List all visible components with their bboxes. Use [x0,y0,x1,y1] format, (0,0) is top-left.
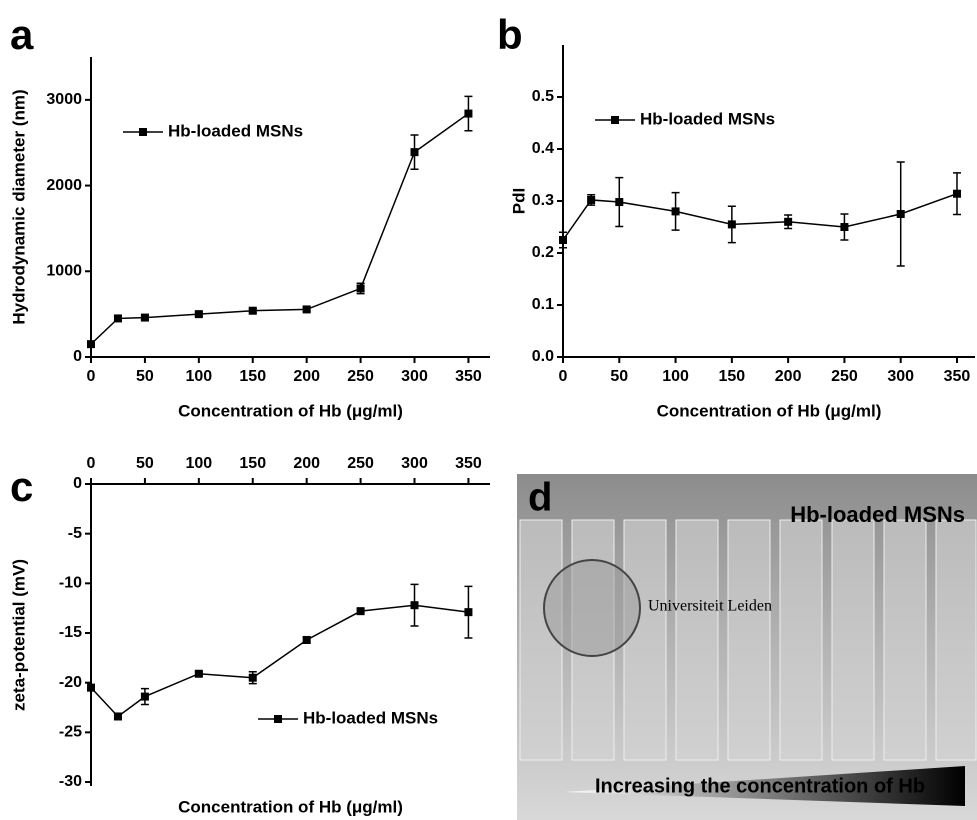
x-tick-label: 0 [87,455,96,472]
y-tick-label: -20 [59,674,82,691]
university-seal [543,559,641,657]
panel-label: a [10,11,34,58]
data-point [587,195,596,204]
x-tick-label: 100 [185,368,212,385]
cuvettes [519,519,977,761]
x-tick-label: 150 [239,455,266,472]
x-tick-label: 250 [347,368,374,385]
data-point [302,305,311,314]
data-point [559,236,567,244]
y-tick-label: 3000 [46,91,82,108]
y-tick-label: -30 [59,773,82,790]
y-tick-label: 2000 [46,177,82,194]
x-tick-label: 50 [136,455,154,472]
x-tick-label: 100 [185,455,212,472]
y-tick-label: 0 [73,475,82,492]
x-tick-label: 150 [239,368,266,385]
gradient-wedge [565,766,965,806]
data-point [410,601,419,610]
legend-marker [274,715,282,723]
data-point [784,217,793,226]
data-point [952,189,961,198]
y-tick-label: -5 [68,525,82,542]
x-tick-label: 350 [944,368,971,385]
x-tick-label: 300 [887,368,914,385]
panel-label: b [497,11,523,58]
y-tick-label: 0.5 [532,88,554,105]
x-tick-label: 300 [401,368,428,385]
data-point [113,712,122,721]
photo-title: Hb-loaded MSNs [790,502,965,527]
x-tick-label: 200 [293,368,320,385]
data-point [356,607,365,616]
y-tick-label: 0.3 [532,192,554,209]
data-point [87,683,95,692]
legend-label: Hb-loaded MSNs [303,708,438,727]
data-point [356,284,365,293]
x-axis-label: Concentration of Hb (μg/ml) [657,401,882,420]
data-point [194,310,203,319]
y-axis-label: zeta-potential (mV) [9,559,28,711]
y-axis-label: PdI [509,188,528,214]
data-point [248,673,257,682]
x-tick-label: 50 [610,368,628,385]
data-point [302,635,311,644]
legend-marker [139,128,147,136]
y-tick-label: 0.1 [532,296,554,313]
x-tick-label: 350 [455,368,482,385]
y-tick-label: 0.4 [532,140,554,157]
data-point [464,109,473,118]
data-point [896,210,905,218]
x-tick-label: 150 [719,368,746,385]
data-point [464,608,473,617]
x-tick-label: 50 [136,368,154,385]
x-tick-label: 350 [455,455,482,472]
data-point [727,220,736,229]
data-point [113,314,122,323]
x-tick-label: 200 [775,368,802,385]
x-tick-label: 200 [293,455,320,472]
data-point [248,306,257,315]
legend-label: Hb-loaded MSNs [168,121,303,140]
data-point [671,207,680,216]
y-tick-label: -10 [59,575,82,592]
data-point [615,198,624,207]
photo-caption: Increasing the concentration of Hb [595,775,925,797]
data-point [194,669,203,678]
logo-text: Universiteit Leiden [648,598,772,615]
x-tick-label: 0 [559,368,568,385]
y-tick-label: -25 [59,724,82,741]
x-tick-label: 300 [401,455,428,472]
x-tick-label: 100 [662,368,689,385]
data-point [410,148,419,157]
y-tick-label: 0 [73,348,82,365]
y-tick-label: 0.0 [532,348,554,365]
x-tick-label: 0 [87,368,96,385]
data-point [140,313,149,322]
photo-panel: d Hb-loaded MSNs Universiteit Leiden Inc… [517,474,977,820]
panel-label: d [528,476,552,520]
panel-label: c [10,463,33,510]
x-axis-label: Concentration of Hb (μg/ml) [178,401,403,420]
y-axis-label: Hydrodynamic diameter (nm) [9,89,28,324]
data-point [840,223,849,231]
data-point [87,340,95,349]
y-tick-label: 0.2 [532,244,554,261]
legend-marker [611,116,619,124]
x-tick-label: 250 [831,368,858,385]
x-tick-label: 250 [347,455,374,472]
legend-label: Hb-loaded MSNs [640,109,775,128]
x-axis-label: Concentration of Hb (μg/ml) [178,797,403,816]
y-tick-label: 1000 [46,263,82,280]
y-tick-label: -15 [59,624,82,641]
data-point [140,692,149,701]
